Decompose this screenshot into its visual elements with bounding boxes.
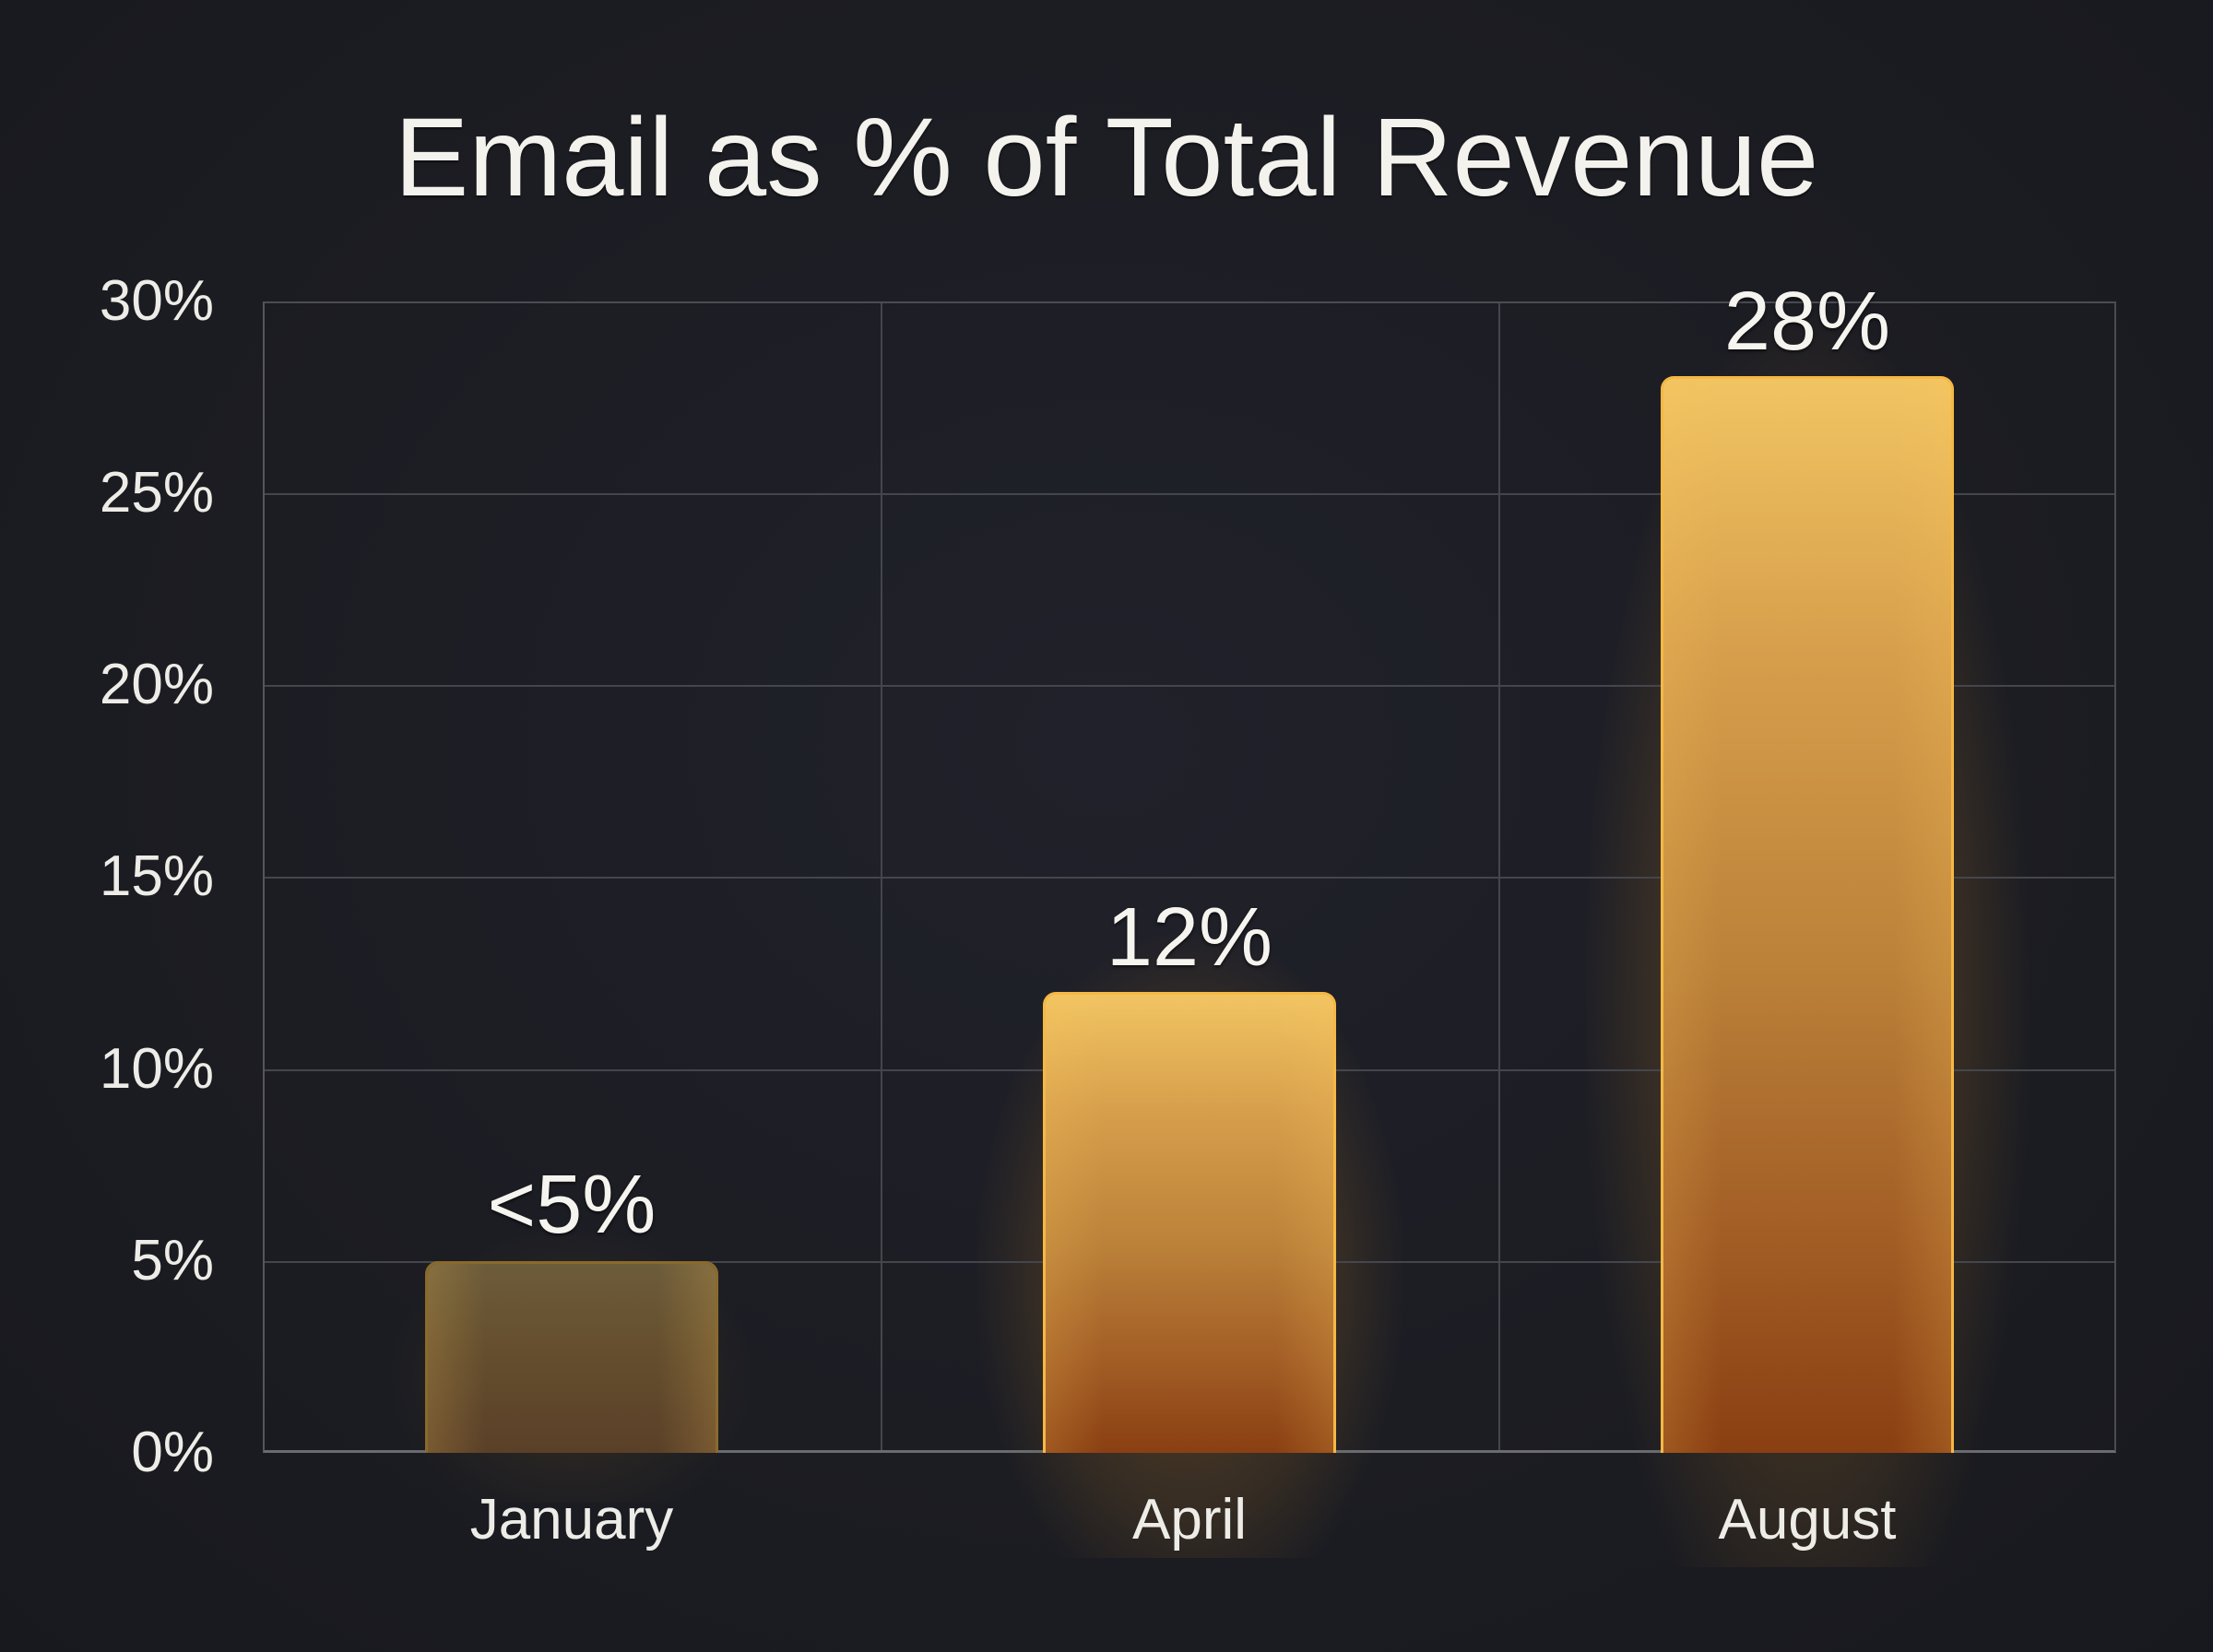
y-tick-15: 15% [99, 844, 214, 908]
y-tick-20: 20% [99, 653, 214, 716]
gridline-25 [265, 493, 2114, 495]
value-label-april: 12% [1106, 891, 1273, 984]
value-label-august: 28% [1723, 276, 1891, 368]
gridline-20 [265, 685, 2114, 687]
vgridline-1 [881, 303, 882, 1450]
gridline-15 [265, 877, 2114, 879]
chart-title: Email as % of Total Revenue [394, 94, 1819, 219]
value-label-january: <5% [487, 1159, 657, 1251]
bar-april[interactable] [1043, 992, 1336, 1453]
x-tick-august: August [1718, 1488, 1897, 1552]
vgridline-2 [1498, 303, 1500, 1450]
x-tick-january: January [469, 1488, 674, 1552]
bar-january[interactable] [425, 1261, 718, 1453]
y-tick-30: 30% [99, 269, 214, 333]
bar-august[interactable] [1661, 376, 1954, 1453]
x-tick-april: April [1131, 1488, 1248, 1552]
y-tick-10: 10% [99, 1037, 214, 1101]
y-tick-25: 25% [99, 461, 214, 525]
y-tick-0: 0% [131, 1421, 214, 1484]
y-tick-5: 5% [131, 1229, 214, 1292]
